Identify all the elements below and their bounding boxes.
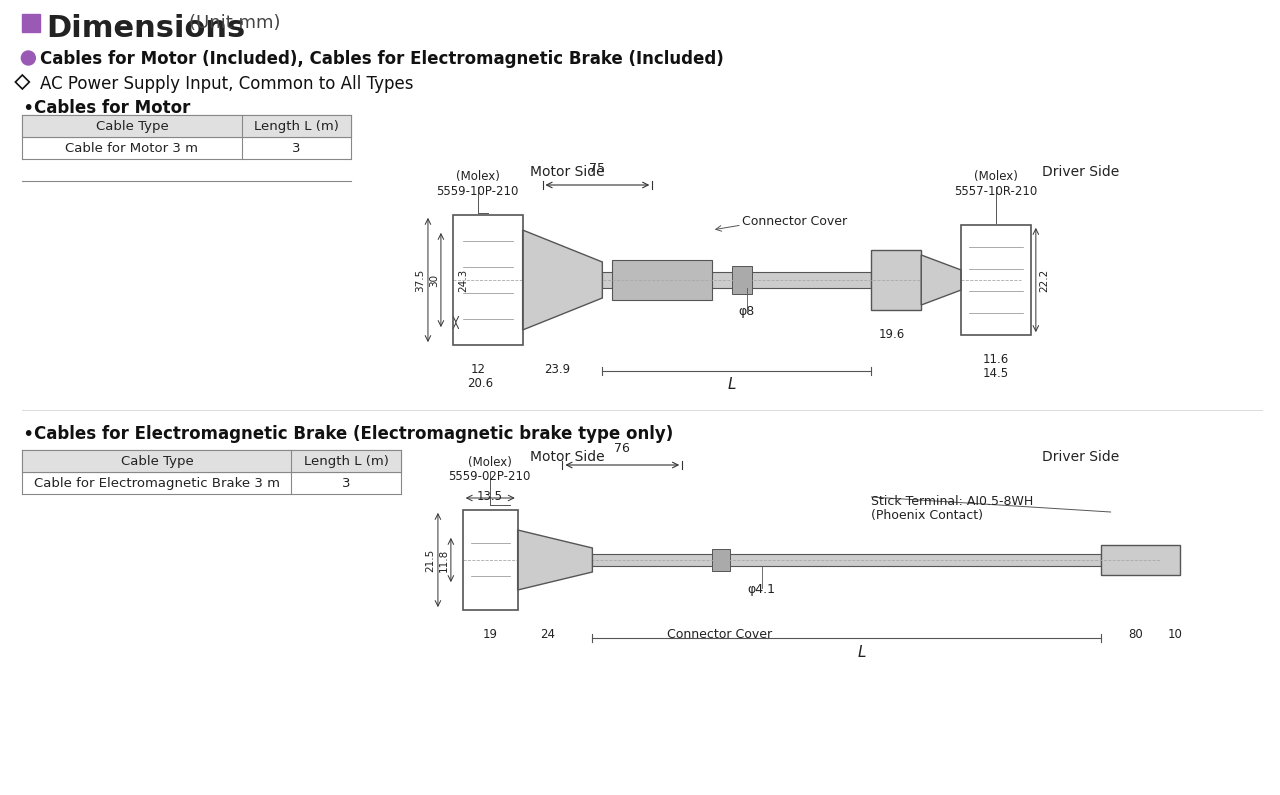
Text: Cable for Motor 3 m: Cable for Motor 3 m <box>65 142 198 154</box>
Bar <box>22 14 40 32</box>
Text: Driver Side: Driver Side <box>1042 165 1119 179</box>
Text: 23.9: 23.9 <box>544 363 571 376</box>
Text: 5559-10P-210: 5559-10P-210 <box>436 185 518 198</box>
Text: L: L <box>727 377 736 392</box>
Text: Motor Side: Motor Side <box>530 450 604 464</box>
Text: Length L (m): Length L (m) <box>253 119 339 133</box>
Text: 21.5: 21.5 <box>425 549 435 572</box>
Text: 30: 30 <box>429 273 439 286</box>
Bar <box>712 549 730 571</box>
Text: 3: 3 <box>342 476 351 490</box>
Text: 14.5: 14.5 <box>983 367 1009 380</box>
Text: 19.6: 19.6 <box>878 328 905 341</box>
Text: Length L (m): Length L (m) <box>303 455 389 467</box>
Bar <box>593 554 1101 566</box>
Text: Cable for Electromagnetic Brake 3 m: Cable for Electromagnetic Brake 3 m <box>33 476 280 490</box>
Text: Cables for Motor: Cables for Motor <box>35 99 191 117</box>
Text: Dimensions: Dimensions <box>46 14 246 43</box>
Text: Cable Type: Cable Type <box>120 455 193 467</box>
Text: Stick Terminal: AI0.5-8WH: Stick Terminal: AI0.5-8WH <box>872 495 1034 508</box>
Text: 24.3: 24.3 <box>458 269 468 292</box>
Text: 11.8: 11.8 <box>439 549 449 572</box>
Bar <box>961 225 1030 335</box>
Text: 75: 75 <box>589 162 605 175</box>
Text: (Unit mm): (Unit mm) <box>188 14 280 32</box>
Text: 5557-10R-210: 5557-10R-210 <box>955 185 1038 198</box>
Polygon shape <box>522 230 603 330</box>
Bar <box>453 215 522 345</box>
Text: φ4.1: φ4.1 <box>748 583 776 596</box>
Polygon shape <box>517 530 593 590</box>
Text: (Phoenix Contact): (Phoenix Contact) <box>872 509 983 522</box>
Text: 37.5: 37.5 <box>415 269 425 292</box>
Bar <box>463 510 517 610</box>
Text: 20.6: 20.6 <box>467 377 493 390</box>
Circle shape <box>22 51 36 65</box>
Bar <box>22 115 351 137</box>
Text: 3: 3 <box>292 142 301 154</box>
Text: Cables for Motor (Included), Cables for Electromagnetic Brake (Included): Cables for Motor (Included), Cables for … <box>40 50 724 68</box>
Text: 11.6: 11.6 <box>983 353 1009 366</box>
Text: •: • <box>22 99 33 118</box>
Polygon shape <box>922 255 961 305</box>
Text: Cables for Electromagnetic Brake (Electromagnetic brake type only): Cables for Electromagnetic Brake (Electr… <box>35 425 673 443</box>
Text: (Molex): (Molex) <box>456 170 499 183</box>
Text: Connector Cover: Connector Cover <box>742 215 847 228</box>
Bar <box>732 266 751 294</box>
Text: •: • <box>22 425 33 444</box>
Bar <box>603 272 872 288</box>
Text: L: L <box>858 645 865 660</box>
Text: 80: 80 <box>1128 628 1143 641</box>
Text: 10: 10 <box>1167 628 1183 641</box>
Text: Motor Side: Motor Side <box>530 165 604 179</box>
Text: 5559-02P-210: 5559-02P-210 <box>448 470 531 483</box>
Bar <box>22 450 401 472</box>
Bar <box>1101 545 1180 575</box>
Text: (Molex): (Molex) <box>467 456 512 469</box>
Text: 76: 76 <box>614 442 630 455</box>
Bar <box>872 250 922 310</box>
Text: φ8: φ8 <box>739 305 755 318</box>
Text: Driver Side: Driver Side <box>1042 450 1119 464</box>
Text: 13.5: 13.5 <box>476 490 503 503</box>
Text: 22.2: 22.2 <box>1039 269 1048 292</box>
Text: 12: 12 <box>470 363 485 376</box>
Bar <box>612 260 712 300</box>
Text: 24: 24 <box>540 628 556 641</box>
Text: Connector Cover: Connector Cover <box>667 628 772 641</box>
Text: Cable Type: Cable Type <box>96 119 169 133</box>
Text: (Molex): (Molex) <box>974 170 1018 183</box>
Text: 19: 19 <box>483 628 497 641</box>
Text: AC Power Supply Input, Common to All Types: AC Power Supply Input, Common to All Typ… <box>40 75 413 93</box>
